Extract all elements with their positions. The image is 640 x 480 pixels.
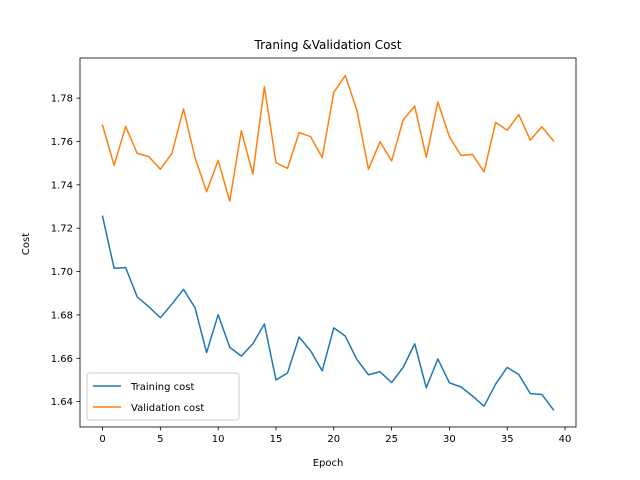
legend: Training cost Validation cost bbox=[86, 372, 240, 421]
y-tick-label: 1.70 bbox=[51, 267, 73, 278]
y-tick-label: 1.76 bbox=[51, 137, 73, 148]
series-line-2 bbox=[101, 74, 555, 202]
axes-frame bbox=[79, 57, 577, 428]
x-tick-label: 5 bbox=[157, 434, 163, 445]
y-axis-label: Cost bbox=[21, 233, 32, 255]
y-tick-label: 1.66 bbox=[51, 354, 73, 365]
y-tick-label: 1.74 bbox=[51, 180, 73, 191]
x-tick-label: 40 bbox=[559, 434, 572, 445]
y-tick-label: 1.72 bbox=[51, 224, 73, 235]
x-tick-label: 30 bbox=[443, 434, 456, 445]
x-tick-label: 25 bbox=[385, 434, 398, 445]
y-tick-label: 1.78 bbox=[51, 94, 73, 105]
y-tick-label: 1.68 bbox=[51, 310, 73, 321]
x-tick-label: 35 bbox=[501, 434, 514, 445]
x-tick-label: 15 bbox=[270, 434, 283, 445]
series-line-1 bbox=[101, 215, 555, 411]
x-axis-label: Epoch bbox=[313, 458, 344, 469]
x-tick-label: 0 bbox=[99, 434, 105, 445]
legend-box bbox=[86, 372, 240, 421]
plot-area: 0 5 10 15 20 25 30 35 40 1.64 1.66 1.68 1.70 1.72 1.74… bbox=[51, 57, 577, 445]
legend-label-1: Training cost bbox=[130, 382, 194, 393]
legend-label-2: Validation cost bbox=[131, 403, 204, 414]
x-tick-label: 10 bbox=[212, 434, 225, 445]
x-tick-label: 20 bbox=[327, 434, 340, 445]
y-tick-label: 1.64 bbox=[51, 397, 73, 408]
chart-title: Traning &Validation Cost bbox=[254, 38, 402, 52]
